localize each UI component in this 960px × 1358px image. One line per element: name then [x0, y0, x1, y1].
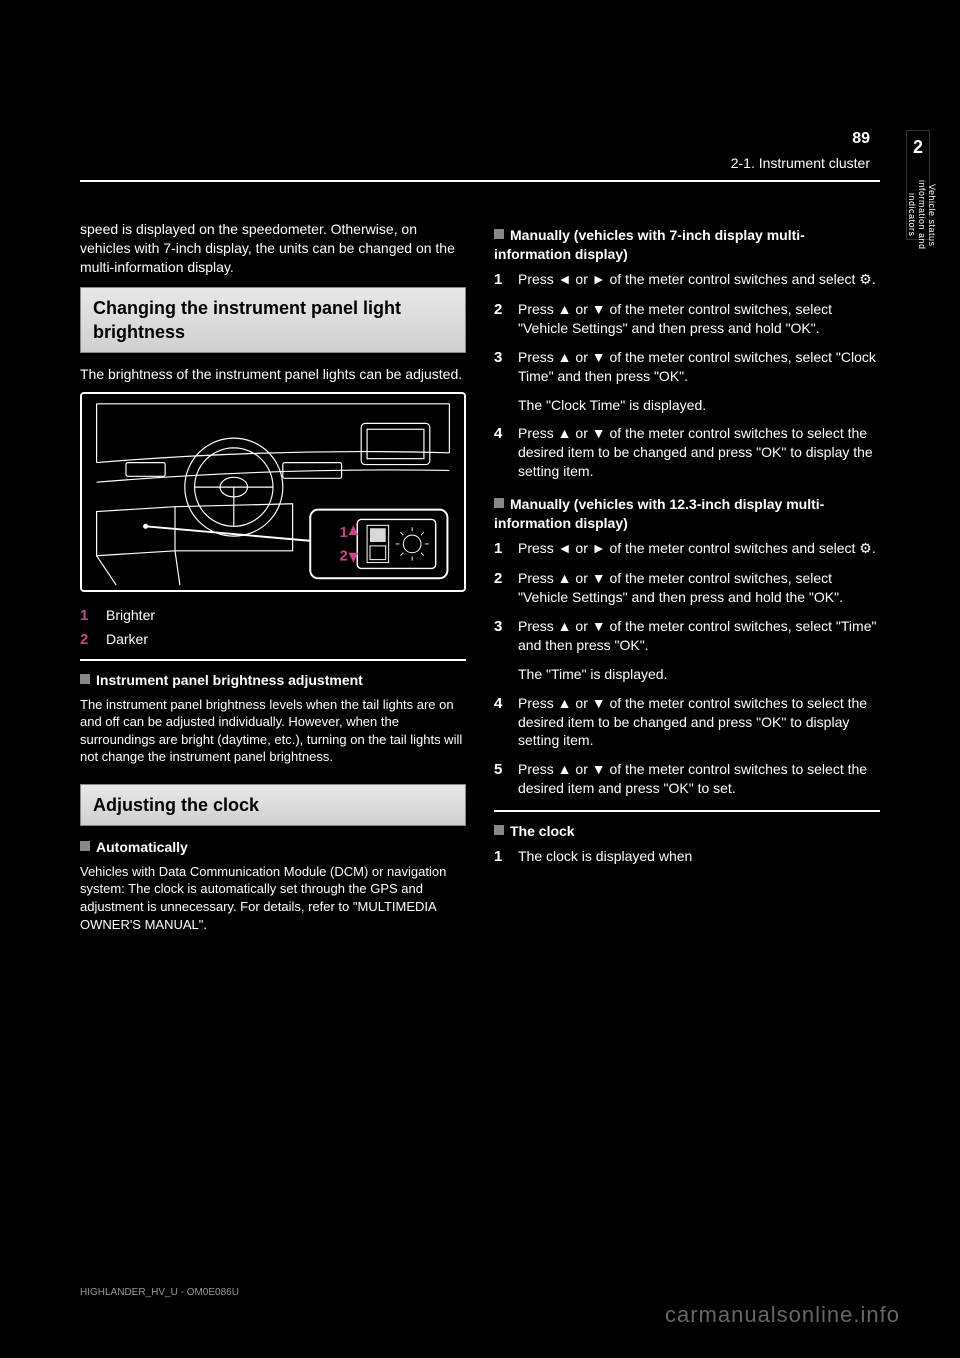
- step-text: Press ▲ or ▼ of the meter control switch…: [518, 617, 880, 655]
- brightness-description: The brightness of the instrument panel l…: [80, 365, 466, 384]
- dimmer-note-body: The instrument panel brightness levels w…: [80, 696, 466, 766]
- auto-body: Vehicles with Data Communication Module …: [80, 863, 466, 933]
- step-text: Press ▲ or ▼ of the meter control switch…: [518, 424, 880, 481]
- side-tab: 2 Vehicle status information and indicat…: [906, 130, 930, 240]
- section-heading-clock: Adjusting the clock: [80, 784, 466, 826]
- watermark: carmanualsonline.info: [665, 1302, 900, 1328]
- divider: [80, 659, 466, 661]
- step-note: The "Time" is displayed.: [518, 665, 880, 684]
- step-note: The "Clock Time" is displayed.: [518, 396, 880, 415]
- manual12-title: Manually (vehicles with 12.3-inch displa…: [494, 496, 824, 531]
- square-bullet-icon: [80, 674, 90, 684]
- illus-caption-2: 2 Darker: [80, 630, 466, 650]
- caption-text: Brighter: [106, 606, 466, 626]
- caption-text: Darker: [106, 630, 466, 650]
- chapter-reference: 2-1. Instrument cluster: [731, 155, 870, 171]
- step-number: 2: [494, 300, 510, 338]
- step-text: Press ▲ or ▼ of the meter control switch…: [518, 569, 880, 607]
- auto-title: Automatically: [96, 839, 188, 855]
- side-tab-number: 2: [907, 131, 929, 158]
- step-text: The clock is displayed when: [518, 847, 880, 867]
- step-number: 3: [494, 348, 510, 386]
- step-number: [494, 665, 510, 684]
- clock-note-heading: The clock: [494, 822, 880, 841]
- step-text: Press ◄ or ► of the meter control switch…: [518, 270, 880, 290]
- step-number: 4: [494, 424, 510, 481]
- step-number: 4: [494, 694, 510, 751]
- square-bullet-icon: [80, 841, 90, 851]
- manual12-steps: 1 Press ◄ or ► of the meter control switc…: [494, 539, 880, 798]
- caption-number: 2: [80, 630, 98, 650]
- step-number: [494, 396, 510, 415]
- side-tab-label: Vehicle status information and indicator…: [907, 164, 937, 266]
- brightness-illustration: 1 2: [80, 392, 466, 592]
- section-heading-brightness: Changing the instrument panel light brig…: [80, 287, 466, 354]
- illus-label-2: 2: [340, 549, 348, 565]
- dimmer-note-heading: Instrument panel brightness adjustment: [80, 671, 466, 690]
- step-text: Press ▲ or ▼ of the meter control switch…: [518, 348, 880, 386]
- footer-doc-code: HIGHLANDER_HV_U - OM0E086U: [80, 1287, 239, 1298]
- step-number: 1: [494, 539, 510, 559]
- manual12-heading: Manually (vehicles with 12.3-inch displa…: [494, 495, 880, 533]
- step-text: Press ◄ or ► of the meter control switch…: [518, 539, 880, 559]
- manual7-steps: 1 Press ◄ or ► of the meter control switc…: [494, 270, 880, 481]
- caption-number: 1: [80, 606, 98, 626]
- manual7-heading: Manually (vehicles with 7-inch display m…: [494, 226, 880, 264]
- dashboard-diagram: 1 2: [82, 394, 464, 590]
- left-column: speed is displayed on the speedometer. O…: [80, 220, 466, 941]
- illus-caption-1: 1 Brighter: [80, 606, 466, 626]
- divider: [494, 810, 880, 812]
- clock-note-steps: 1 The clock is displayed when: [494, 847, 880, 867]
- clock-note-title: The clock: [510, 823, 575, 839]
- auto-heading: Automatically: [80, 838, 466, 857]
- intro-paragraph: speed is displayed on the speedometer. O…: [80, 220, 466, 277]
- square-bullet-icon: [494, 229, 504, 239]
- step-number: 2: [494, 569, 510, 607]
- step-number: 5: [494, 760, 510, 798]
- header-rule: [80, 180, 880, 182]
- step-number: 3: [494, 617, 510, 655]
- dimmer-note-title: Instrument panel brightness adjustment: [96, 672, 363, 688]
- step-text: Press ▲ or ▼ of the meter control switch…: [518, 300, 880, 338]
- step-number: 1: [494, 847, 510, 867]
- step-number: 1: [494, 270, 510, 290]
- page-number: 89: [852, 130, 870, 148]
- manual7-title: Manually (vehicles with 7-inch display m…: [494, 227, 805, 262]
- square-bullet-icon: [494, 498, 504, 508]
- step-text: Press ▲ or ▼ of the meter control switch…: [518, 760, 880, 798]
- step-text: Press ▲ or ▼ of the meter control switch…: [518, 694, 880, 751]
- right-column: Manually (vehicles with 7-inch display m…: [494, 220, 880, 941]
- square-bullet-icon: [494, 825, 504, 835]
- illus-label-1: 1: [340, 525, 348, 541]
